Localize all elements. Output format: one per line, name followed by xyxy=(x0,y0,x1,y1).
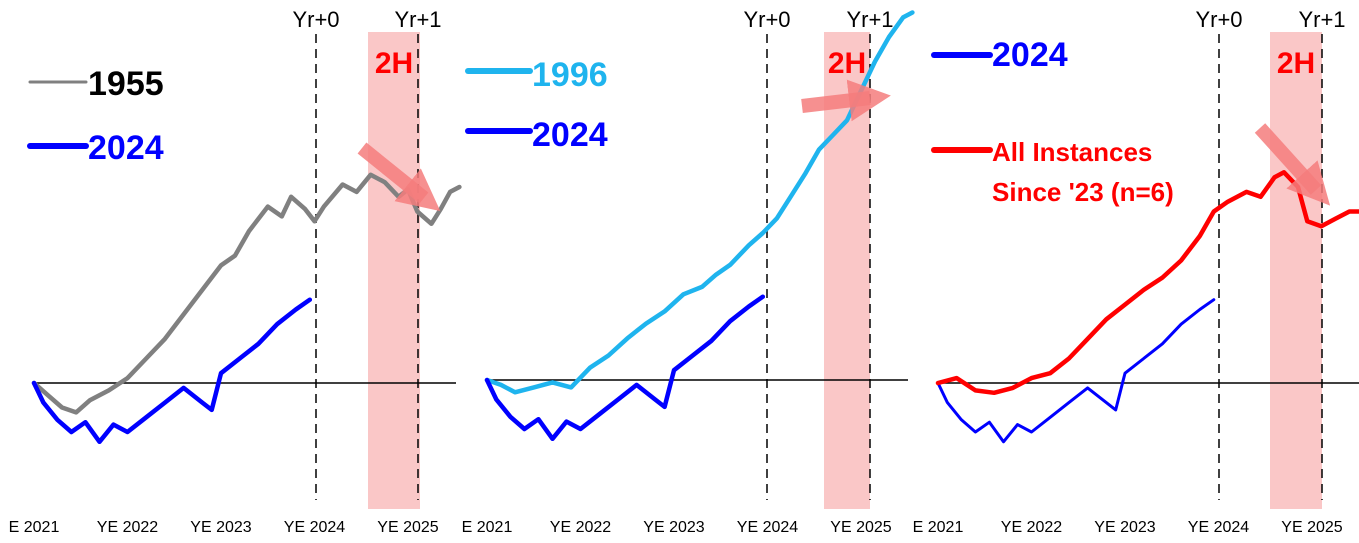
highlight-label-2h: 2H xyxy=(828,47,866,80)
series-line-2024 xyxy=(936,298,1216,444)
series-line-2024 xyxy=(31,297,313,445)
legend-label-1: 1996 xyxy=(532,56,608,94)
legend-label-2: 2024 xyxy=(532,116,608,154)
series-line-all-instances-since-23-n-6- xyxy=(935,170,1359,396)
vline-label-yr0: Yr+0 xyxy=(292,7,339,32)
x-tick-label: YE 2024 xyxy=(284,519,345,536)
vline-label-yr1: Yr+1 xyxy=(1298,7,1345,32)
series-line-2024 xyxy=(484,294,766,442)
trend-arrow xyxy=(801,79,891,122)
x-tick-label: YE 2024 xyxy=(1188,519,1249,536)
x-tick-label: YE 2023 xyxy=(1094,519,1155,536)
vline-label-yr1: Yr+1 xyxy=(394,7,441,32)
x-tick-label: YE 2023 xyxy=(643,519,704,536)
vline-label-yr1: Yr+1 xyxy=(846,7,893,32)
chart-panel-1: Yr+0 Yr+1 2H 1955 2024 E 2021 YE 2022 YE 2023 YE… xyxy=(9,7,462,536)
x-tick-label: YE 2022 xyxy=(97,519,158,536)
vline-label-yr0: Yr+0 xyxy=(1195,7,1242,32)
x-tick-label: YE 2022 xyxy=(550,519,611,536)
highlight-label-2h: 2H xyxy=(1277,47,1315,80)
chart-panel-2: Yr+0 Yr+1 2H 1996 2024 E 2021 YE 2022 YE 2023 YE… xyxy=(462,7,915,536)
x-tick-label: E 2021 xyxy=(9,519,60,536)
x-tick-label: E 2021 xyxy=(462,519,513,536)
vline-label-yr0: Yr+0 xyxy=(743,7,790,32)
x-tick-label: YE 2025 xyxy=(377,519,438,536)
trend-arrow xyxy=(357,142,441,212)
legend-label-1: 1955 xyxy=(88,65,164,103)
legend-label-2: All Instances Since '23 (n=6) xyxy=(992,137,1174,207)
highlight-band-2h xyxy=(368,32,420,509)
x-tick-label: E 2021 xyxy=(913,519,964,536)
x-tick-label: YE 2023 xyxy=(190,519,251,536)
x-tick-label: YE 2024 xyxy=(737,519,798,536)
legend-label-1: 2024 xyxy=(992,36,1068,74)
x-tick-label: YE 2025 xyxy=(830,519,891,536)
legend-label-2: 2024 xyxy=(88,129,164,167)
x-tick-label: YE 2025 xyxy=(1281,519,1342,536)
chart-panel-3: Yr+0 Yr+1 2H 2024 All Instances Since '23 (n=… xyxy=(913,7,1359,536)
trend-arrow xyxy=(1254,123,1331,206)
x-tick-label: YE 2022 xyxy=(1001,519,1062,536)
highlight-band-2h xyxy=(1270,32,1322,509)
highlight-label-2h: 2H xyxy=(375,47,413,80)
